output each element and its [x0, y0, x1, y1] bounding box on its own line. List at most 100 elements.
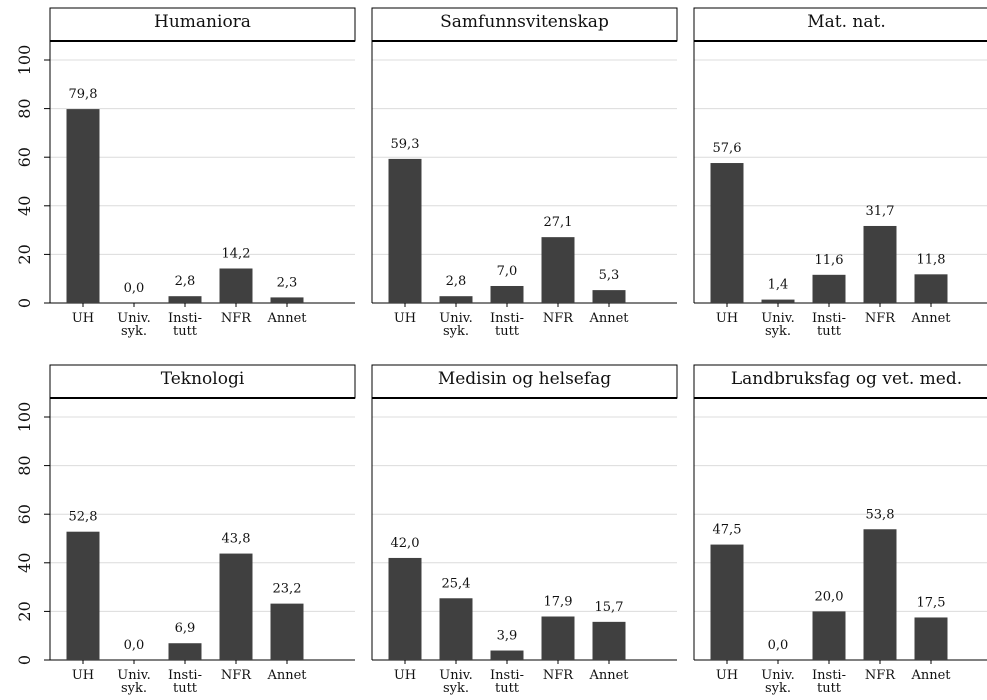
x-tick-label-line: UH	[716, 668, 738, 683]
bar	[168, 296, 202, 303]
y-tick-label: 20	[15, 601, 34, 621]
bar-value-label: 0,0	[124, 638, 145, 653]
x-tick-label: UH	[716, 668, 738, 683]
x-tick-label-line: syk.	[765, 324, 791, 339]
x-tick-label-line: Insti-	[168, 311, 202, 326]
panel-title-strip	[49, 7, 356, 42]
bar	[592, 621, 626, 660]
bar-value-label: 27,1	[544, 215, 573, 230]
x-tick-label-line: syk.	[443, 681, 469, 696]
bar-value-label: 11,6	[815, 253, 844, 268]
y-tick-label: 0	[15, 298, 34, 308]
x-tick-label-line: Univ.	[439, 668, 472, 683]
bar-value-label: 2,8	[175, 274, 196, 289]
bar-value-label: 23,2	[273, 582, 302, 597]
bar-value-label: 52,8	[69, 510, 98, 525]
x-tick-label: NFR	[543, 668, 574, 683]
panel-title: Samfunnsvitenskap	[440, 12, 609, 32]
bar	[270, 603, 304, 660]
bar-value-label: 20,0	[815, 589, 844, 604]
x-tick-label-line: Univ.	[761, 311, 794, 326]
bar-value-label: 7,0	[497, 264, 518, 279]
bar-value-label: 14,2	[222, 246, 251, 261]
x-tick-label: NFR	[865, 311, 896, 326]
x-tick-label: Univ. syk.	[761, 668, 794, 696]
x-tick-label: Univ. syk.	[761, 311, 794, 339]
bar-value-label: 6,9	[175, 621, 196, 636]
bar-value-label: 17,5	[917, 595, 946, 610]
panel-title-strip	[693, 7, 987, 42]
bar	[812, 611, 846, 660]
x-tick-label-line: Insti-	[812, 311, 846, 326]
bar	[66, 531, 100, 660]
gridlines	[372, 59, 677, 304]
x-tick-label: UH	[72, 668, 94, 683]
y-tick-label: 60	[15, 504, 34, 524]
x-tick-label-line: NFR	[543, 311, 574, 326]
panel-title-strip	[49, 364, 356, 399]
x-tick-label: Univ. syk.	[117, 311, 150, 339]
panel-title: Mat. nat.	[807, 12, 886, 32]
x-tick-label: NFR	[543, 311, 574, 326]
x-tick-label-line: tutt	[173, 681, 198, 696]
y-tick-label: 60	[15, 147, 34, 167]
bar-value-label: 0,0	[124, 281, 145, 296]
y-tick-label: 80	[15, 455, 34, 475]
x-tick-label: Insti-tutt	[812, 668, 846, 696]
bar	[66, 109, 100, 303]
x-tick-label-line: NFR	[865, 668, 896, 683]
bar	[219, 553, 253, 660]
y-tick-label: 40	[15, 196, 34, 216]
x-tick-label-line: Univ.	[761, 668, 794, 683]
panel-title: Teknologi	[161, 369, 245, 389]
x-tick-label: Annet	[266, 668, 307, 683]
x-tick-label-line: tutt	[817, 324, 842, 339]
x-tick-label-line: NFR	[543, 668, 574, 683]
x-tick-label-line: syk.	[121, 324, 147, 339]
panel-3: Mat. nat. 57,6 UH 1,4 Univ. syk. 11,6 Insti-tut…	[693, 7, 987, 339]
bar	[710, 544, 744, 660]
bar-value-label: 79,8	[69, 87, 98, 102]
x-tick-label: NFR	[865, 668, 896, 683]
bar	[541, 237, 575, 303]
bar-value-label: 1,4	[768, 278, 789, 293]
y-axis-row-1: 0 20 40 60 80 100	[15, 45, 50, 308]
bar	[914, 617, 948, 660]
panel-title: Medisin og helsefag	[438, 369, 611, 389]
x-tick-label-line: UH	[72, 668, 94, 683]
x-tick-label-line: UH	[72, 311, 94, 326]
bar-value-label: 3,9	[497, 629, 518, 644]
panel-title-strip	[371, 364, 678, 399]
y-tick-label: 100	[15, 402, 34, 433]
x-tick-label: UH	[394, 668, 416, 683]
x-tick-label: Insti-tutt	[168, 668, 202, 696]
x-tick-label: Annet	[588, 668, 629, 683]
x-tick-label-line: Annet	[266, 311, 307, 326]
y-axis-row-2: 0 20 40 60 80 100	[15, 402, 50, 665]
panel-1: Humaniora 79,8 UH 0,0 Univ. syk. 2,8 Insti-tutt…	[49, 7, 356, 339]
x-tick-label: NFR	[221, 668, 252, 683]
x-tick-label-line: UH	[394, 668, 416, 683]
bar	[812, 274, 846, 303]
y-tick-label: 40	[15, 553, 34, 573]
bar-value-label: 2,3	[277, 275, 298, 290]
panel-title: Humaniora	[154, 12, 251, 32]
x-tick-label: Insti-tutt	[168, 311, 202, 339]
x-tick-label-line: syk.	[121, 681, 147, 696]
bar-value-label: 57,6	[713, 141, 742, 156]
panel-2: Samfunnsvitenskap 59,3 UH 2,8 Univ. syk. 7,0 In…	[371, 7, 678, 339]
bar-value-label: 25,4	[442, 576, 471, 591]
x-tick-label-line: Annet	[266, 668, 307, 683]
bar-value-label: 5,3	[599, 268, 620, 283]
x-tick-label: Insti-tutt	[490, 311, 524, 339]
x-tick-label-line: Insti-	[168, 668, 202, 683]
x-tick-label-line: Univ.	[117, 668, 150, 683]
bar	[388, 557, 422, 660]
bar-value-label: 42,0	[391, 536, 420, 551]
x-tick-label-line: NFR	[221, 311, 252, 326]
bar-value-label: 17,9	[544, 595, 573, 610]
bar-value-label: 31,7	[866, 204, 895, 219]
bar	[592, 290, 626, 303]
panel-6: Landbruksfag og vet. med. 47,5 UH 0,0 Univ. s…	[693, 364, 987, 696]
x-tick-label-line: Insti-	[490, 668, 524, 683]
